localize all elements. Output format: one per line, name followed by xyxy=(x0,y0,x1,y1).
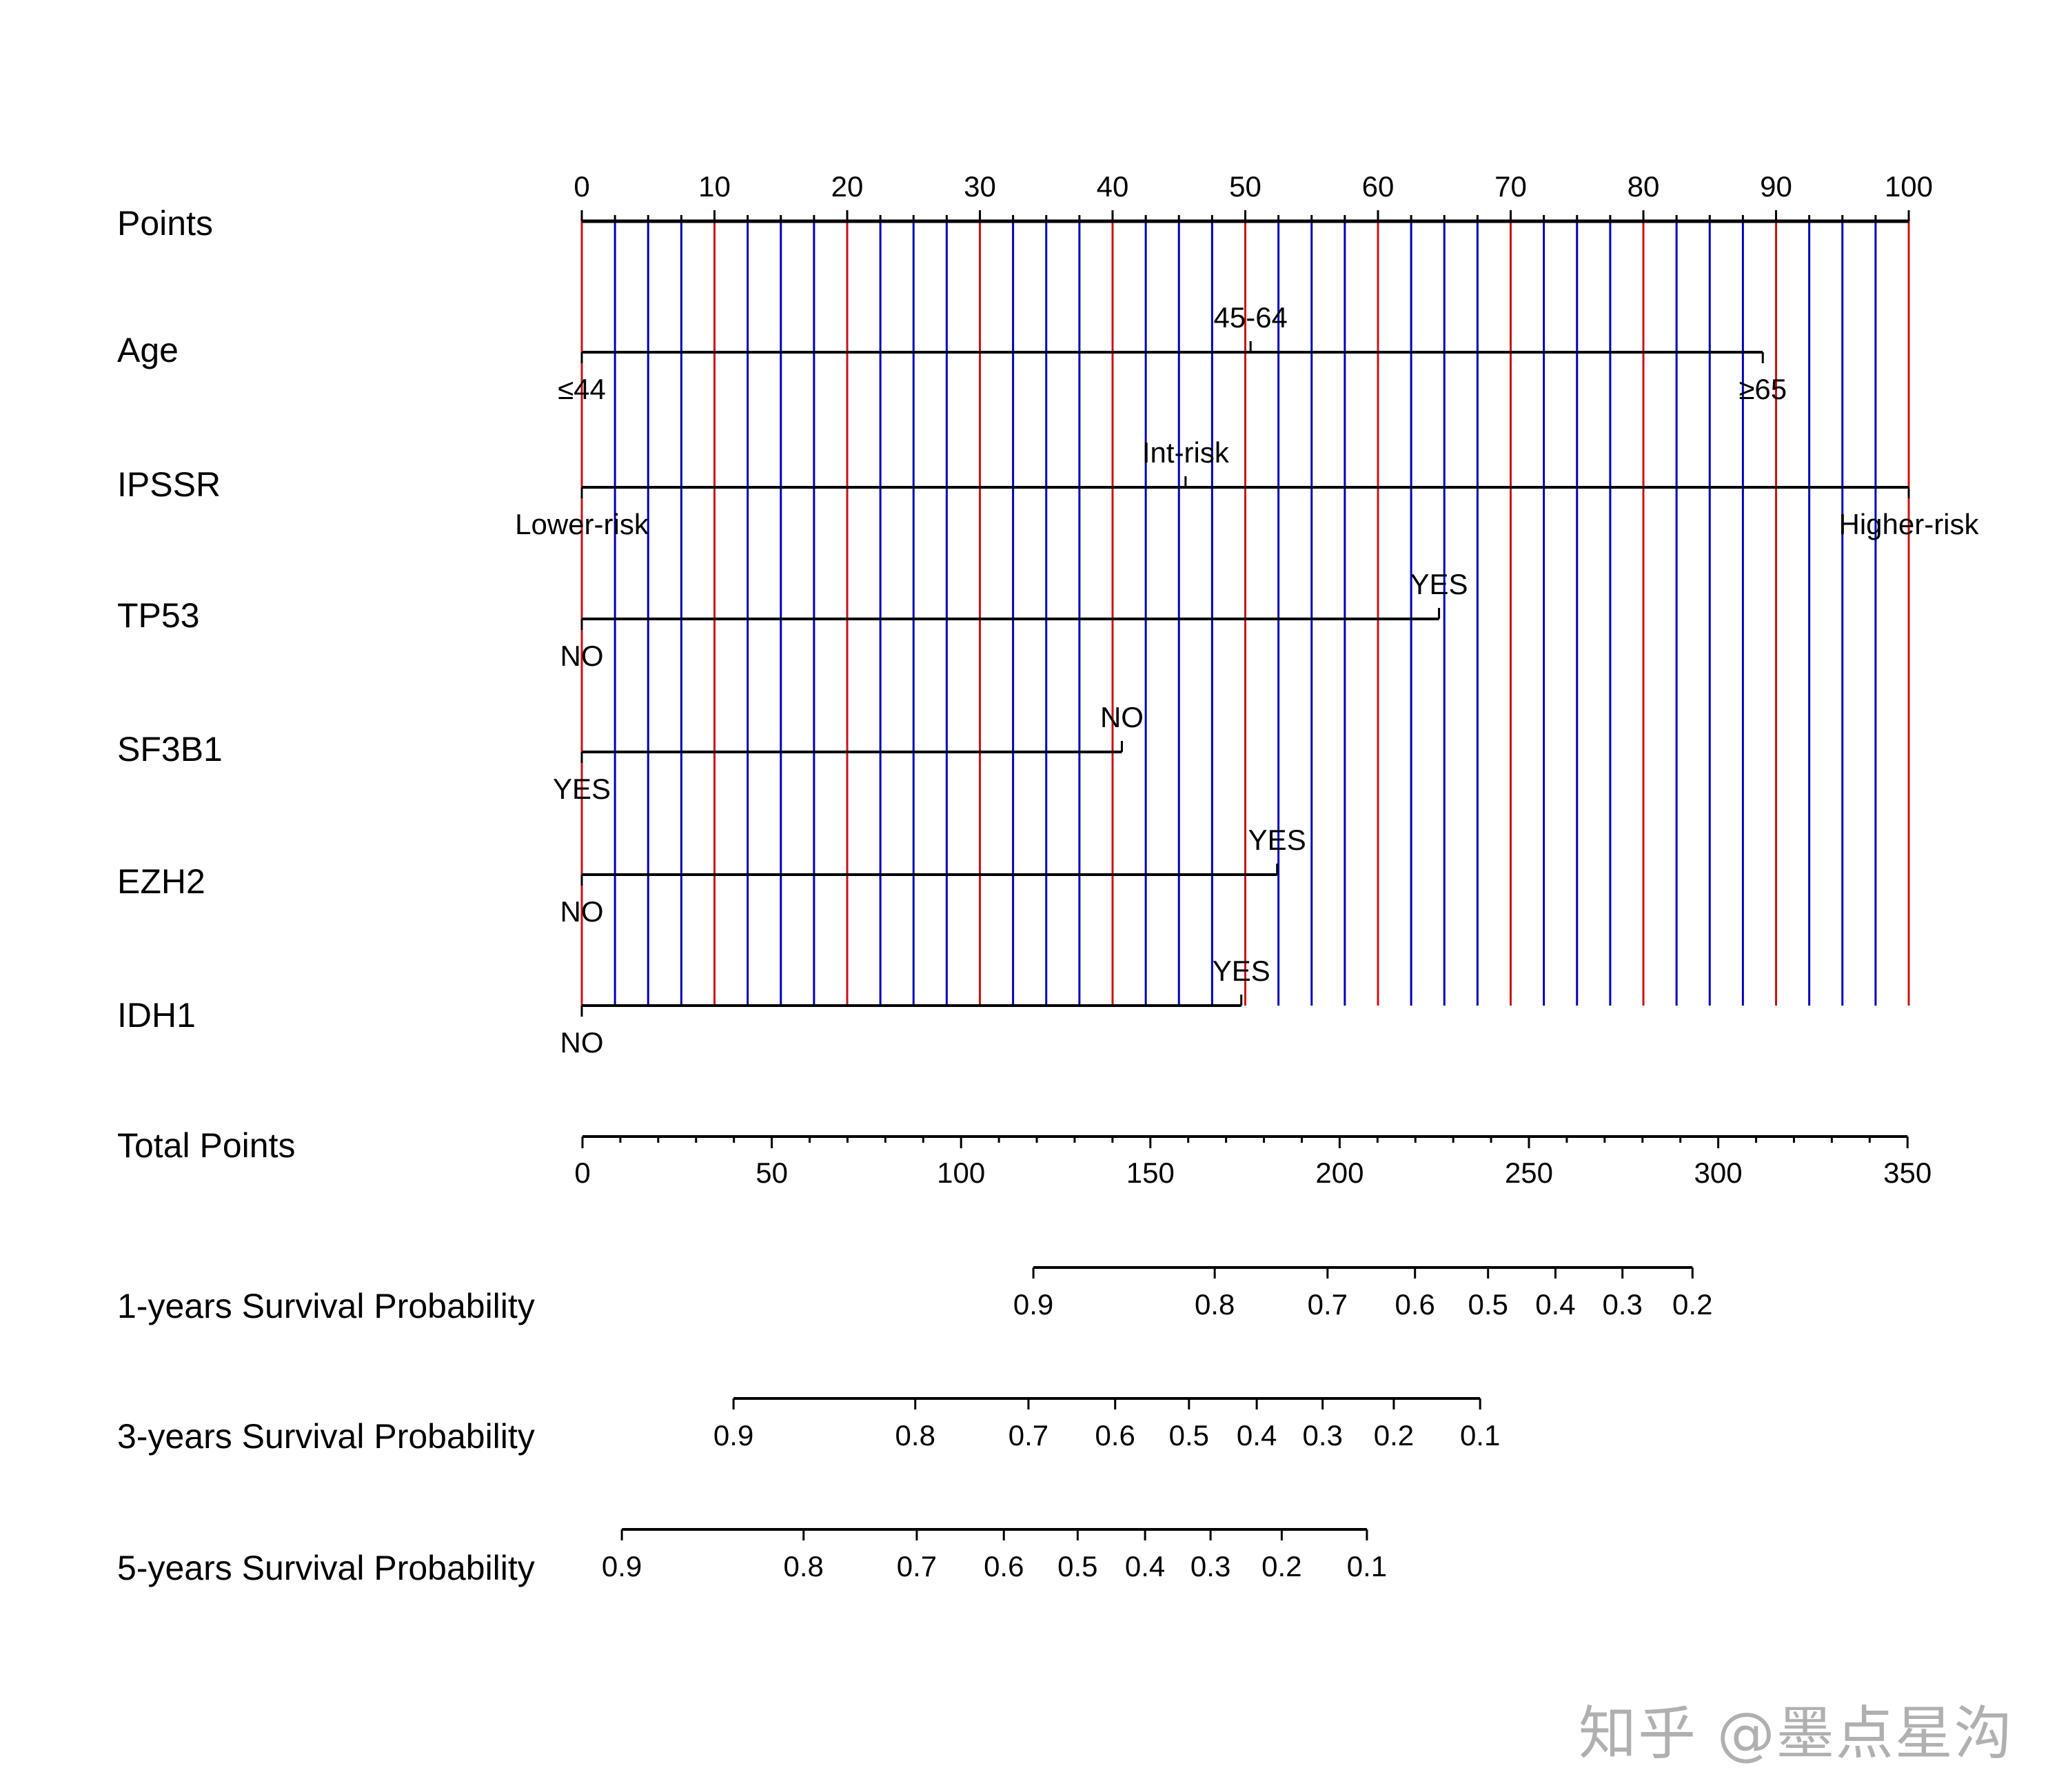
row-label-idh1: IDH1 xyxy=(117,996,196,1035)
variable-row-ezh2: EZH2 NO YES xyxy=(117,824,1306,928)
points-tick-label: 20 xyxy=(831,170,864,203)
survival-tick-label: 0.1 xyxy=(1347,1550,1387,1582)
points-tick-label: 60 xyxy=(1362,170,1395,203)
survival-tick-label: 0.9 xyxy=(713,1419,753,1452)
survival-tick-label: 0.9 xyxy=(1013,1288,1053,1321)
survival-tick-label: 0.4 xyxy=(1125,1550,1165,1582)
row-label-survival: 1-years Survival Probability xyxy=(117,1287,535,1325)
level-label: YES xyxy=(1410,568,1468,600)
points-tick-label: 30 xyxy=(964,170,996,203)
level-label: Int-risk xyxy=(1142,436,1230,469)
survival-tick-label: 0.8 xyxy=(895,1419,935,1452)
points-axis: Points 0 10 20 30 40 50 60 70 80 90 100 xyxy=(117,170,1933,243)
row-label-survival: 3-years Survival Probability xyxy=(117,1417,535,1456)
points-tick-label: 10 xyxy=(698,170,731,203)
variable-row-ipssr: IPSSR Lower-risk Int-risk Higher-risk xyxy=(117,436,1980,540)
survival-tick-label: 0.7 xyxy=(897,1550,937,1582)
level-label: 45-64 xyxy=(1213,301,1287,334)
survival-tick-label: 0.3 xyxy=(1602,1288,1642,1321)
watermark-text: 知乎 @墨点星沟 xyxy=(1579,1700,2014,1767)
points-tick-label: 90 xyxy=(1760,170,1792,203)
survival-tick-label: 0.4 xyxy=(1237,1419,1277,1452)
level-label: Lower-risk xyxy=(515,508,649,540)
survival-tick-label: 0.2 xyxy=(1672,1288,1712,1321)
variable-scales: Age ≤44 45-64 ≥65 IPSSR Lower-risk Int-risk Hig… xyxy=(117,301,1980,1059)
survival-tick-label: 0.5 xyxy=(1057,1550,1097,1582)
row-label-total-points: Total Points xyxy=(117,1126,295,1165)
row-label-points: Points xyxy=(117,204,213,243)
row-label-sf3b1: SF3B1 xyxy=(117,730,223,768)
survival-tick-label: 0.5 xyxy=(1169,1419,1209,1452)
survival-axis-3: 5-years Survival Probability 0.9 0.8 0.7 0.6… xyxy=(117,1528,1387,1587)
level-label: NO xyxy=(560,895,604,928)
points-tick-label: 0 xyxy=(574,170,589,203)
variable-row-tp53: TP53 NO YES xyxy=(117,568,1468,672)
survival-probability-axes: 1-years Survival Probability 0.9 0.8 0.7 0.6… xyxy=(117,1266,1712,1587)
total-points-tick-label: 100 xyxy=(937,1157,985,1189)
total-points-tick-label: 200 xyxy=(1315,1157,1364,1189)
variable-row-age: Age ≤44 45-64 ≥65 xyxy=(117,301,1787,405)
total-points-axis: Total Points 0 50 100 150 200 250 300 350 xyxy=(117,1126,1932,1189)
survival-tick-label: 0.8 xyxy=(784,1550,824,1582)
row-label-tp53: TP53 xyxy=(117,596,200,635)
survival-tick-label: 0.3 xyxy=(1190,1550,1230,1582)
level-label: ≥65 xyxy=(1738,373,1787,405)
survival-tick-label: 0.7 xyxy=(1008,1419,1048,1452)
survival-tick-label: 0.5 xyxy=(1468,1288,1508,1321)
total-points-tick-label: 350 xyxy=(1883,1157,1932,1189)
row-label-age: Age xyxy=(117,331,179,369)
row-label-ezh2: EZH2 xyxy=(117,862,205,901)
survival-tick-label: 0.7 xyxy=(1308,1288,1348,1321)
survival-tick-label: 0.8 xyxy=(1195,1288,1235,1321)
level-label: ≤44 xyxy=(558,373,606,405)
total-points-tick-label: 150 xyxy=(1126,1157,1175,1189)
total-points-tick-label: 50 xyxy=(756,1157,788,1189)
level-label: YES xyxy=(1213,955,1270,987)
variable-row-sf3b1: SF3B1 YES NO xyxy=(117,701,1144,805)
points-tick-label: 70 xyxy=(1494,170,1527,203)
row-label-survival: 5-years Survival Probability xyxy=(117,1549,535,1587)
level-label: NO xyxy=(560,640,604,672)
points-tick-label: 40 xyxy=(1097,170,1129,203)
survival-tick-label: 0.6 xyxy=(1395,1288,1435,1321)
row-label-ipssr: IPSSR xyxy=(117,465,221,504)
total-points-tick-label: 300 xyxy=(1694,1157,1743,1189)
survival-tick-label: 0.6 xyxy=(1095,1419,1135,1452)
level-label: NO xyxy=(1100,701,1144,733)
survival-tick-label: 0.3 xyxy=(1302,1419,1342,1452)
total-points-tick-label: 0 xyxy=(574,1157,590,1189)
level-label: YES xyxy=(553,773,611,805)
variable-row-idh1: IDH1 NO YES xyxy=(117,955,1270,1059)
survival-tick-label: 0.2 xyxy=(1261,1550,1301,1582)
survival-tick-label: 0.4 xyxy=(1535,1288,1575,1321)
points-tick-label: 50 xyxy=(1229,170,1261,203)
total-points-tick-label: 250 xyxy=(1505,1157,1553,1189)
points-tick-label: 100 xyxy=(1885,170,1933,203)
level-label: YES xyxy=(1248,824,1306,856)
survival-axis-1: 1-years Survival Probability 0.9 0.8 0.7 0.6… xyxy=(117,1266,1712,1325)
survival-axis-2: 3-years Survival Probability 0.9 0.8 0.7 0.6… xyxy=(117,1397,1500,1456)
survival-tick-label: 0.1 xyxy=(1460,1419,1500,1452)
level-label: Higher-risk xyxy=(1838,508,1979,540)
points-tick-label: 80 xyxy=(1628,170,1660,203)
level-label: NO xyxy=(560,1026,604,1059)
survival-tick-label: 0.9 xyxy=(602,1550,642,1582)
points-gridlines xyxy=(580,221,1910,1006)
survival-tick-label: 0.2 xyxy=(1374,1419,1414,1452)
survival-tick-label: 0.6 xyxy=(984,1550,1024,1582)
